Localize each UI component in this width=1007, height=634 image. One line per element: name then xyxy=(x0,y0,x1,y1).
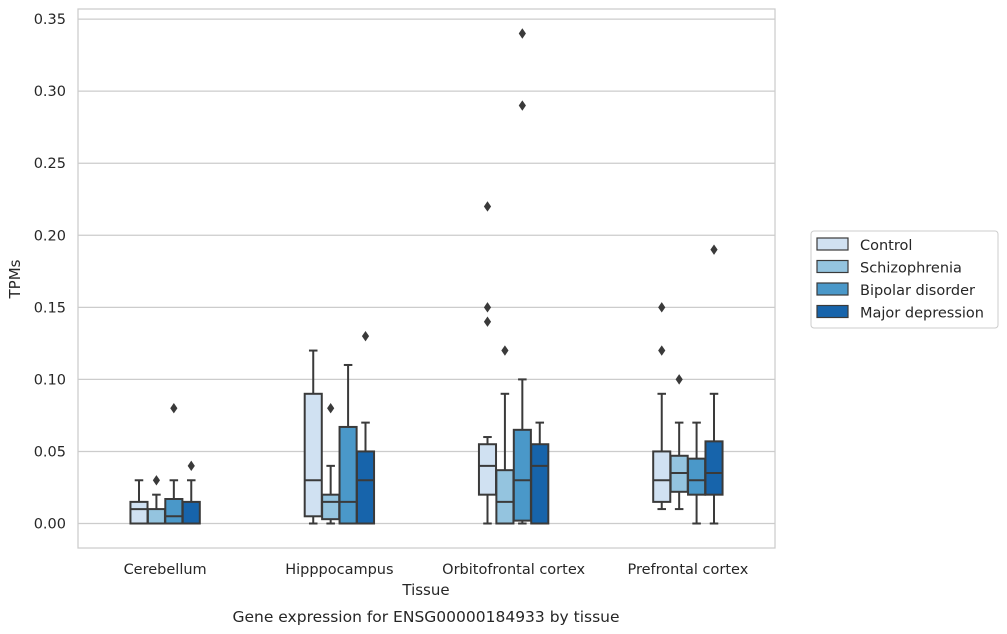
outlier-point xyxy=(518,100,526,111)
box-bipolar-disorder xyxy=(512,28,532,525)
box xyxy=(477,443,498,496)
legend-label: Schizophrenia xyxy=(860,261,962,277)
box xyxy=(164,498,184,525)
outlier-point xyxy=(710,244,718,255)
legend-swatch xyxy=(816,304,849,319)
y-tick-labels: 0.00 0.05 0.10 0.15 0.20 0.25 0.30 0.35 xyxy=(34,12,66,532)
outlier-point xyxy=(483,302,492,313)
y-tick-label: 0.35 xyxy=(34,12,66,28)
x-tick-label: Cerebellum xyxy=(124,562,207,578)
box-groups xyxy=(129,28,724,525)
legend-label: Bipolar disorder xyxy=(860,283,975,299)
y-tick-label: 0.25 xyxy=(34,156,66,172)
outlier-point xyxy=(675,374,683,385)
y-tick-label: 0.00 xyxy=(34,517,66,533)
box-control xyxy=(477,201,498,525)
outlier-point xyxy=(361,330,370,342)
box xyxy=(652,450,672,503)
box-control xyxy=(303,349,323,525)
outlier-point xyxy=(501,345,509,356)
gridlines xyxy=(78,18,775,525)
legend-label: Major depression xyxy=(860,306,984,322)
box-bipolar-disorder xyxy=(687,421,707,525)
box-schizophrenia xyxy=(321,403,341,525)
legend-swatch xyxy=(816,259,849,274)
box-bipolar-disorder xyxy=(338,363,358,525)
outlier-point xyxy=(187,460,195,472)
box xyxy=(530,443,550,525)
legend-swatch xyxy=(816,282,849,296)
outlier-point xyxy=(327,403,335,414)
x-tick-labels: Cerebellum Hipppocampus Orbitofrontal cort… xyxy=(124,562,749,578)
y-tick-label: 0.15 xyxy=(34,300,66,316)
box-major-depression xyxy=(181,460,201,525)
x-tick-label: Prefrontal cortex xyxy=(627,562,748,578)
box-major-depression xyxy=(530,421,550,525)
box xyxy=(303,392,323,518)
outlier-point xyxy=(518,28,526,39)
box xyxy=(355,450,376,525)
y-tick-label: 0.10 xyxy=(34,372,66,388)
y-tick-label: 0.30 xyxy=(34,84,66,100)
box xyxy=(321,493,341,521)
box-schizophrenia xyxy=(146,475,166,525)
x-tick-label: Orbitofrontal cortex xyxy=(442,562,585,578)
box-control xyxy=(652,302,672,511)
outlier-point xyxy=(483,201,492,212)
box-control xyxy=(129,479,149,525)
box xyxy=(338,425,358,525)
legend-swatch xyxy=(816,237,849,251)
box xyxy=(129,500,149,525)
box xyxy=(495,469,515,525)
y-tick-label: 0.20 xyxy=(34,228,66,244)
box-schizophrenia xyxy=(495,345,515,525)
y-axis-label: TPMs xyxy=(6,259,24,299)
x-tick-label: Hipppocampus xyxy=(285,562,393,578)
outlier-point xyxy=(152,475,161,486)
box xyxy=(181,500,201,525)
box xyxy=(512,428,532,522)
outlier-point xyxy=(483,316,492,327)
box xyxy=(687,457,707,496)
box-bipolar-disorder xyxy=(164,403,184,525)
outlier-point xyxy=(658,302,666,313)
legend-label: Control xyxy=(860,238,912,254)
box-major-depression xyxy=(355,330,376,525)
y-tick-label: 0.05 xyxy=(34,444,66,460)
outlier-point xyxy=(170,403,178,414)
box xyxy=(146,508,166,525)
chart-caption: Gene expression for ENSG00000184933 by t… xyxy=(232,608,619,626)
box-major-depression xyxy=(704,244,724,525)
legend: Control Schizophrenia Bipolar disorder Majo… xyxy=(810,230,999,329)
plot-frame xyxy=(77,8,776,549)
legend-frame xyxy=(810,230,999,329)
box-schizophrenia xyxy=(669,374,689,511)
outlier-point xyxy=(658,345,666,356)
x-axis-label: Tissue xyxy=(401,581,449,599)
box xyxy=(704,440,724,496)
